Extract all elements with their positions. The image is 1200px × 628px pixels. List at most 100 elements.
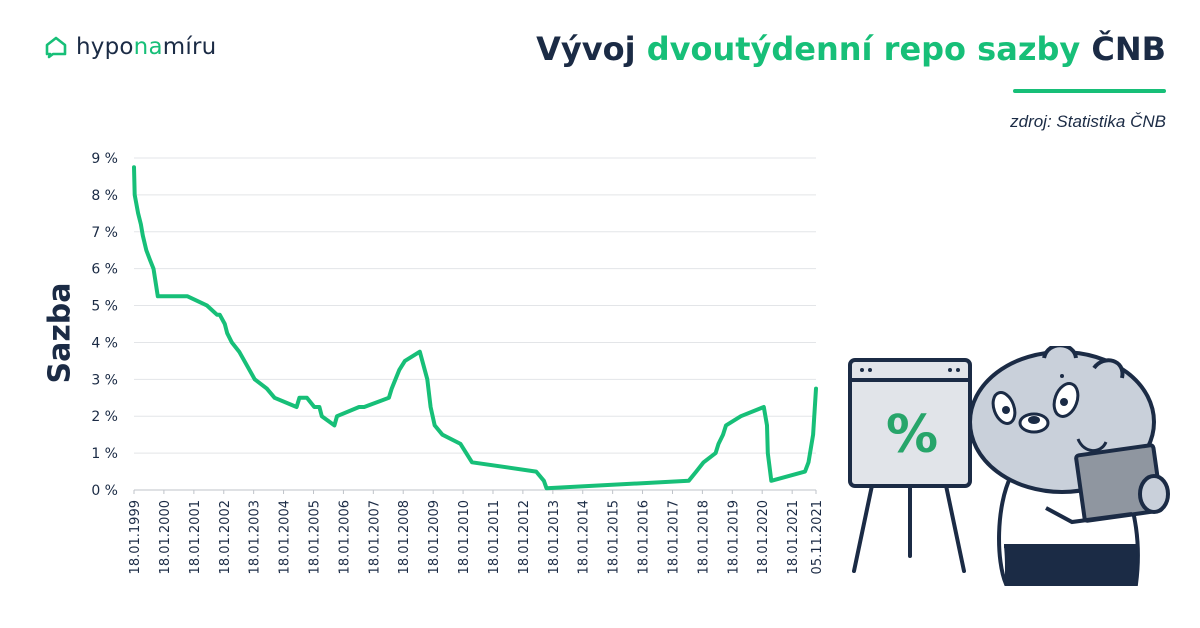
data-point [458,442,462,446]
repo-rate-line [132,165,818,491]
data-point [397,368,401,372]
x-tick-label: 18.01.2017 [667,500,682,574]
data-point [687,479,691,483]
data-point [317,405,321,409]
x-tick-label: 18.01.2002 [218,500,233,574]
y-tick-label: 4 % [91,335,118,351]
data-point [148,257,152,261]
x-tick-label: 18.01.2001 [188,500,203,574]
data-point [300,396,304,400]
data-point [717,442,721,446]
data-point [429,405,433,409]
data-point [225,331,229,335]
title-underline [1013,89,1166,93]
x-tick-label: 18.01.2005 [308,500,323,574]
source-note: zdroj: Statistika ČNB [1010,112,1166,131]
data-point [721,433,725,437]
data-point [320,414,324,418]
x-tick-label: 18.01.2004 [278,500,293,574]
data-point [218,313,222,317]
data-point [132,165,136,169]
data-point [141,233,145,237]
data-point [297,396,301,400]
data-point [765,423,769,427]
y-tick-label: 0 % [91,483,118,499]
data-point [205,304,209,308]
data-point [332,423,336,427]
data-point [156,294,160,298]
data-point [807,460,811,464]
brand-name: hyponamíru [76,34,217,60]
y-tick-label: 2 % [91,409,118,425]
repo-rate-chart: 0 % 1 % 2 % 3 % 4 % 5 % 6 % 7 % 8 % 9 % 18.01.1999… [91,151,825,574]
data-point [230,340,234,344]
x-tick-label: 18.01.2014 [577,500,592,574]
x-tick-label: 18.01.2007 [367,500,382,574]
x-tick-label: 18.01.2006 [337,500,352,574]
y-tick-label: 8 % [91,188,118,204]
y-tick-label: 6 % [91,262,118,278]
data-point [305,396,309,400]
data-point [811,433,815,437]
data-point [151,267,155,271]
data-point [133,193,137,197]
data-point [312,405,316,409]
data-point [762,405,766,409]
y-tick-label: 7 % [91,225,118,241]
data-point [769,479,773,483]
data-point [542,479,546,483]
data-point [403,359,407,363]
data-point [362,405,366,409]
x-tick-label: 18.01.2010 [457,500,472,574]
x-tick-label: 18.01.2011 [487,500,502,574]
x-tick-label: 18.01.2018 [696,500,711,574]
y-tick-label: 9 % [91,151,118,167]
x-tick-label: 18.01.2015 [607,500,622,574]
laptop-icon [1045,443,1170,525]
page-title: Vývoj dvoutýdenní repo sazby ČNB [536,30,1166,68]
data-point [545,486,549,490]
data-point [390,387,394,391]
y-tick-label: 1 % [91,446,118,462]
data-point [253,377,257,381]
data-point [694,470,698,474]
x-tick-label: 18.01.2020 [756,500,771,574]
data-point [702,460,706,464]
data-point [766,451,770,455]
x-tick-label: 18.01.1999 [128,500,143,574]
data-point [814,387,818,391]
data-point [724,423,728,427]
data-point [470,460,474,464]
x-tick-label: 18.01.2013 [547,500,562,574]
x-tick-label: 18.01.2012 [517,500,532,574]
data-point [433,423,437,427]
bear-mascot-icon: % [848,346,1170,586]
data-point [215,313,219,317]
y-tick-label: 3 % [91,372,118,388]
data-point [144,248,148,252]
x-tick-label: 18.01.2021 [786,500,801,574]
brand-logo[interactable]: hyponamíru [44,34,216,60]
data-point [273,396,277,400]
data-point [139,222,143,226]
data-point [295,405,299,409]
easel-board-icon [848,358,972,573]
x-tick-label: 18.01.2016 [637,500,652,574]
data-point [440,433,444,437]
data-point [223,322,227,326]
x-tick-label: 18.01.2008 [397,500,412,574]
x-tick-label: 18.01.2009 [427,500,442,574]
data-point [714,451,718,455]
data-point [335,414,339,418]
data-point [185,294,189,298]
data-point [534,470,538,474]
x-tick-label: 05.11.2021 [810,500,825,574]
data-point [418,350,422,354]
x-tick-label: 18.01.2003 [248,500,263,574]
data-point [803,470,807,474]
data-point [357,405,361,409]
board-percent-symbol: % [886,405,938,465]
data-point [237,350,241,354]
home-chat-icon [45,36,67,59]
x-tick-label: 18.01.2000 [158,500,173,574]
